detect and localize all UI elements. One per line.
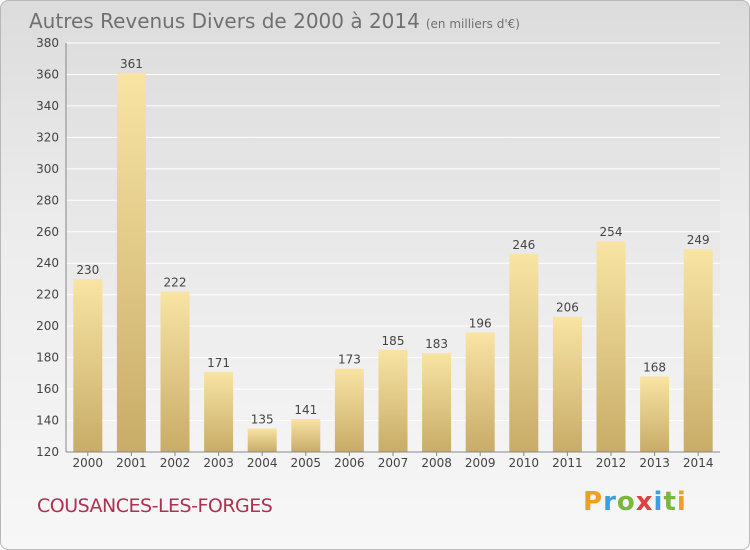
y-tick-label: 320: [36, 130, 59, 144]
data-label-2008: 183: [425, 337, 448, 351]
data-label-2000: 230: [76, 263, 99, 277]
data-label-2003: 171: [207, 356, 230, 370]
x-tick-label-2003: 2003: [203, 456, 234, 470]
bar-2013: [640, 376, 670, 452]
data-label-2004: 135: [251, 412, 274, 426]
bar-2005: [291, 418, 321, 452]
x-tick-label-2000: 2000: [73, 456, 104, 470]
y-tick-label: 260: [36, 225, 59, 239]
data-label-2006: 173: [338, 353, 361, 367]
x-tick-label-2001: 2001: [116, 456, 147, 470]
x-tick-label-2010: 2010: [509, 456, 540, 470]
bar-2014: [683, 249, 713, 452]
chart-title: Autres Revenus Divers de 2000 à 2014 (en …: [29, 9, 520, 33]
data-label-2010: 246: [512, 238, 535, 252]
bar-2008: [422, 352, 452, 452]
x-tick-label-2002: 2002: [160, 456, 191, 470]
y-tick-label: 300: [36, 162, 59, 176]
x-tick-label-2004: 2004: [247, 456, 278, 470]
x-tick-label-2009: 2009: [465, 456, 496, 470]
y-tick-label: 360: [36, 67, 59, 81]
chart-unit: (en milliers d'€): [425, 17, 520, 31]
y-tick-label: 200: [36, 319, 59, 333]
proxiti-logo: Proxiti: [583, 487, 687, 517]
y-tick-label: 280: [36, 193, 59, 207]
bar-2001: [116, 72, 146, 452]
data-label-2012: 254: [600, 225, 623, 239]
y-tick-label: 160: [36, 382, 59, 396]
y-tick-label: 240: [36, 256, 59, 270]
bar-2009: [465, 332, 495, 452]
x-tick-label-2008: 2008: [421, 456, 452, 470]
bar-2010: [509, 253, 539, 452]
x-tick-label-2011: 2011: [552, 456, 583, 470]
x-tick-label-2005: 2005: [291, 456, 322, 470]
data-label-2002: 222: [164, 276, 187, 290]
x-tick-label-2014: 2014: [683, 456, 714, 470]
data-label-2013: 168: [643, 360, 666, 374]
x-tick-label-2012: 2012: [596, 456, 627, 470]
bar-2007: [378, 349, 408, 452]
bar-2004: [247, 428, 277, 452]
bar-2002: [160, 291, 190, 452]
commune-name: COUSANCES-LES-FORGES: [37, 495, 273, 517]
data-label-2005: 141: [294, 403, 317, 417]
y-tick-label: 180: [36, 351, 59, 365]
data-label-2009: 196: [469, 316, 492, 330]
bar-2006: [334, 368, 364, 452]
x-tick-label-2013: 2013: [639, 456, 670, 470]
y-tick-label: 340: [36, 99, 59, 113]
y-tick-label: 380: [36, 36, 59, 50]
data-label-2014: 249: [687, 233, 710, 247]
data-label-2007: 185: [382, 334, 405, 348]
bar-2012: [596, 241, 626, 452]
y-tick-label: 220: [36, 288, 59, 302]
data-label-2001: 361: [120, 57, 143, 71]
data-label-2011: 206: [556, 301, 579, 315]
x-tick-label-2006: 2006: [334, 456, 365, 470]
y-tick-label: 120: [36, 445, 59, 459]
y-tick-label: 140: [36, 414, 59, 428]
bar-2000: [73, 278, 103, 452]
chart-title-text: Autres Revenus Divers de 2000 à 2014: [29, 9, 420, 33]
bar-2011: [552, 316, 582, 452]
bar-2003: [204, 371, 234, 452]
x-tick-label-2007: 2007: [378, 456, 409, 470]
